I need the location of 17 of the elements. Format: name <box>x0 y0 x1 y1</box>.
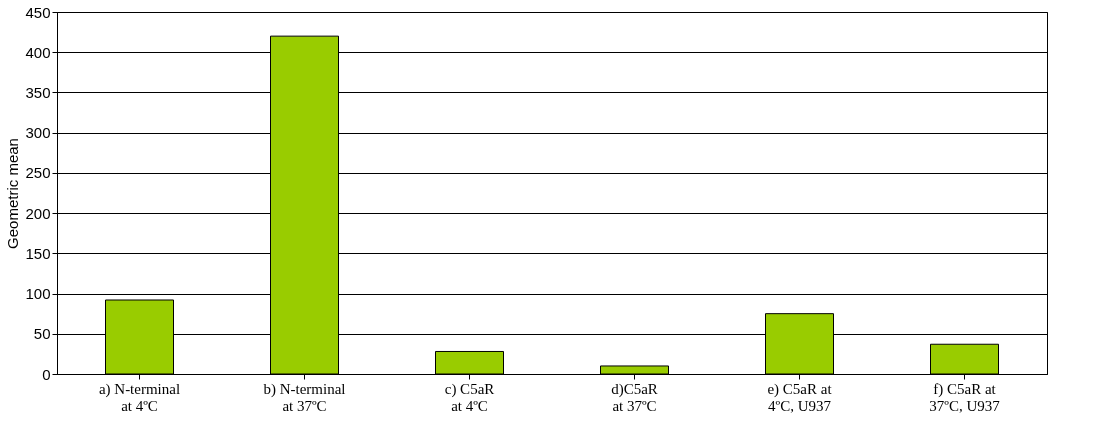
y-tick-label: 150 <box>25 244 51 262</box>
x-tick-label: b) N-terminal at 37ºC <box>263 380 346 414</box>
y-tick-label: 400 <box>25 43 51 61</box>
y-tick-label: 250 <box>25 164 51 182</box>
y-tick-label: 200 <box>25 204 51 222</box>
y-tick-label: 300 <box>25 124 51 142</box>
y-tick-label: 350 <box>25 83 51 101</box>
y-tick-label: 450 <box>25 3 51 21</box>
x-tick-label: e) C5aR at 4ºC, U937 <box>767 380 833 414</box>
x-tick-label: a) N-terminal at 4ºC <box>98 380 181 414</box>
y-tick-label: 100 <box>25 285 51 303</box>
x-tick-label: c) C5aR at 4ºC <box>444 380 495 414</box>
y-tick-label: 50 <box>33 325 51 343</box>
x-tick-label: d)C5aR at 37ºC <box>611 380 658 414</box>
y-axis-title: Geometric mean <box>4 138 22 249</box>
y-tick-label: 0 <box>42 365 51 383</box>
x-tick-label: f) C5aR at 37ºC, U937 <box>929 380 1001 414</box>
